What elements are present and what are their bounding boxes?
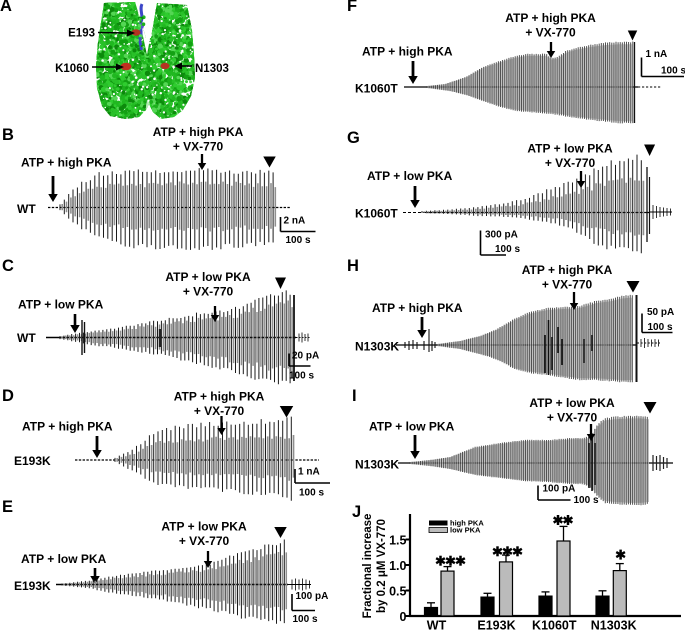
- svg-text:K1060T: K1060T: [355, 82, 398, 96]
- svg-text:E193: E193: [68, 28, 95, 40]
- svg-text:Fractional increase: Fractional increase: [362, 514, 374, 619]
- svg-text:2 nA: 2 nA: [284, 216, 306, 227]
- svg-text:+ VX-770: + VX-770: [525, 26, 576, 40]
- svg-text:WT: WT: [427, 618, 447, 630]
- svg-text:100 s: 100 s: [574, 495, 599, 506]
- svg-text:1.5: 1.5: [389, 533, 406, 547]
- svg-text:50 pA: 50 pA: [647, 307, 674, 318]
- svg-text:ATP + low PKA: ATP + low PKA: [369, 420, 455, 434]
- svg-text:E: E: [2, 498, 13, 516]
- svg-text:ATP + low PKA: ATP + low PKA: [165, 270, 251, 284]
- svg-text:N1303K: N1303K: [355, 340, 399, 354]
- svg-text:N1303K: N1303K: [355, 458, 399, 472]
- svg-text:A: A: [0, 0, 12, 15]
- svg-text:1.0: 1.0: [389, 559, 406, 573]
- svg-text:0: 0: [400, 610, 407, 624]
- svg-text:ATP + low PKA: ATP + low PKA: [18, 298, 104, 312]
- svg-text:K1060T: K1060T: [532, 618, 577, 630]
- svg-text:20 pA: 20 pA: [292, 351, 319, 362]
- svg-text:ATP + high PKA: ATP + high PKA: [522, 263, 613, 277]
- svg-text:ATP + low PKA: ATP + low PKA: [21, 552, 107, 566]
- svg-text:100 s: 100 s: [299, 488, 324, 499]
- svg-text:100 s: 100 s: [289, 371, 314, 382]
- svg-text:ATP + high PKA: ATP + high PKA: [372, 301, 463, 315]
- svg-text:G: G: [347, 129, 360, 147]
- svg-text:N1303: N1303: [195, 63, 229, 75]
- svg-text:I: I: [352, 387, 357, 405]
- svg-text:N1303K: N1303K: [591, 618, 637, 630]
- svg-text:100 s: 100 s: [661, 66, 685, 77]
- svg-text:+ VX-770: + VX-770: [194, 404, 245, 418]
- svg-text:D: D: [2, 387, 14, 405]
- svg-text:ATP + high PKA: ATP + high PKA: [21, 156, 112, 170]
- svg-text:B: B: [2, 126, 14, 144]
- svg-text:ATP + high PKA: ATP + high PKA: [362, 45, 453, 59]
- svg-text:+ VX-770: + VX-770: [545, 156, 596, 170]
- svg-text:WT: WT: [17, 331, 36, 345]
- svg-text:300 pA: 300 pA: [485, 230, 518, 241]
- svg-text:100 s: 100 s: [293, 614, 318, 625]
- svg-text:+ VX-770: + VX-770: [173, 140, 224, 154]
- svg-text:H: H: [347, 257, 359, 275]
- svg-text:WT: WT: [17, 202, 36, 216]
- svg-text:ATP + high PKA: ATP + high PKA: [174, 390, 265, 404]
- svg-text:ATP + high PKA: ATP + high PKA: [505, 11, 596, 25]
- svg-text:ATP + high PKA: ATP + high PKA: [153, 125, 244, 139]
- svg-text:ATP + high PKA: ATP + high PKA: [22, 420, 113, 434]
- svg-text:100 s: 100 s: [286, 235, 311, 246]
- svg-text:E193K: E193K: [14, 454, 51, 468]
- svg-text:+ VX-770: + VX-770: [183, 285, 234, 299]
- svg-text:K1060T: K1060T: [355, 207, 398, 221]
- svg-text:100 pA: 100 pA: [543, 484, 576, 495]
- svg-text:ATP + low PKA: ATP + low PKA: [367, 169, 453, 183]
- svg-text:+ VX-770: + VX-770: [547, 411, 598, 425]
- svg-text:J: J: [352, 503, 361, 521]
- svg-text:E193K: E193K: [14, 579, 51, 593]
- svg-text:+ VX-770: + VX-770: [542, 278, 593, 292]
- svg-text:ATP + low PKA: ATP + low PKA: [529, 396, 615, 410]
- svg-text:100 s: 100 s: [495, 244, 520, 255]
- svg-text:by 0.2 μM VX-770: by 0.2 μM VX-770: [376, 519, 388, 613]
- svg-text:low PKA: low PKA: [450, 526, 481, 535]
- svg-text:+ VX-770: + VX-770: [179, 534, 230, 548]
- svg-text:1 nA: 1 nA: [646, 49, 668, 60]
- svg-text:ATP + low PKA: ATP + low PKA: [527, 142, 613, 156]
- svg-text:E193K: E193K: [477, 618, 515, 630]
- svg-text:1 nA: 1 nA: [298, 467, 320, 478]
- svg-text:C: C: [2, 257, 14, 275]
- svg-text:F: F: [347, 0, 357, 15]
- svg-text:100 pA: 100 pA: [296, 591, 329, 602]
- svg-text:K1060: K1060: [55, 63, 89, 75]
- svg-text:0.5: 0.5: [389, 584, 406, 598]
- svg-text:ATP + low PKA: ATP + low PKA: [161, 520, 247, 534]
- svg-text:100 s: 100 s: [648, 322, 673, 333]
